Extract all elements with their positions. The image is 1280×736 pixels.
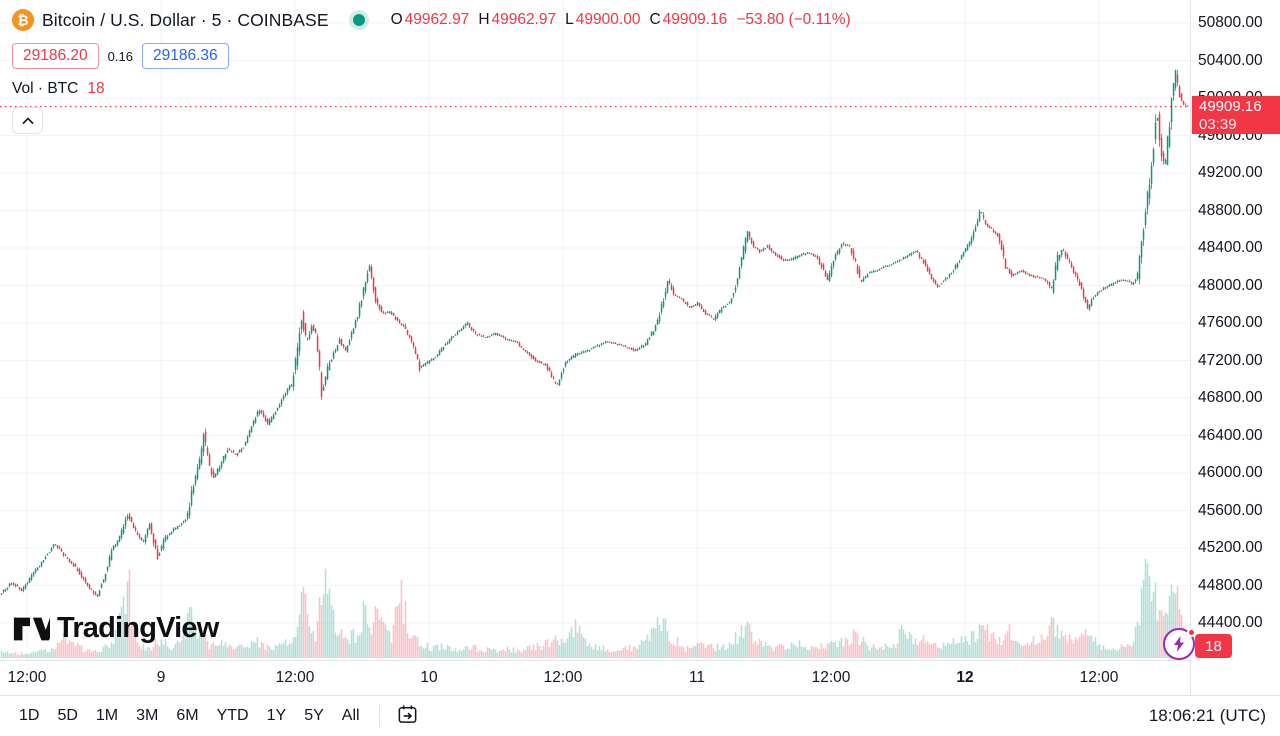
price-axis-label: 45600.00 bbox=[1198, 501, 1263, 519]
price-axis-label: 46000.00 bbox=[1198, 464, 1263, 481]
range-button-1m[interactable]: 1M bbox=[87, 702, 127, 730]
range-buttons: 1D 5D 1M 3M 6M YTD 1Y 5Y All bbox=[10, 702, 369, 730]
toolbar-divider bbox=[378, 705, 380, 727]
volume-study-label[interactable]: Vol · BTC bbox=[12, 80, 79, 97]
time-axis-label: 10 bbox=[420, 669, 438, 686]
calendar-goto-icon bbox=[398, 705, 416, 723]
bitcoin-icon: ₿ bbox=[12, 9, 34, 31]
go-to-date-button[interactable] bbox=[390, 700, 425, 732]
tradingview-logo-text: TradingView bbox=[57, 612, 219, 644]
time-axis-label: 12 bbox=[956, 669, 974, 686]
ohlc-value: 49962.97 bbox=[491, 11, 557, 28]
time-axis-label: 12:00 bbox=[543, 669, 583, 686]
price-axis-label: 48000.00 bbox=[1198, 276, 1263, 294]
spread-value: 0.16 bbox=[107, 48, 133, 64]
bottom-toolbar: 1D 5D 1M 3M 6M YTD 1Y 5Y All 18:06:21 (UTC) bbox=[0, 695, 1280, 736]
ohlc-letter: C bbox=[649, 11, 661, 28]
range-button-3m[interactable]: 3M bbox=[127, 702, 167, 730]
price-axis-label: 46400.00 bbox=[1198, 426, 1263, 444]
price-axis-label: 44800.00 bbox=[1198, 576, 1263, 594]
buy-ask-button[interactable]: 29186.36 bbox=[141, 43, 229, 69]
price-axis-label: 50400.00 bbox=[1198, 51, 1263, 69]
price-axis-label: 48400.00 bbox=[1198, 239, 1263, 256]
chart-pane[interactable]: TradingView bbox=[0, 0, 1190, 660]
time-axis-label: 12:00 bbox=[275, 669, 315, 686]
price-axis-label: 47600.00 bbox=[1198, 314, 1263, 331]
time-axis[interactable]: 12:00 9 12:00 10 12:00 11 12:00 12 12:00 bbox=[0, 660, 1280, 695]
ohlc-letter: L bbox=[565, 11, 574, 28]
price-axis-label: 47200.00 bbox=[1198, 351, 1263, 369]
symbol-title[interactable]: Bitcoin / U.S. Dollar · 5 · COINBASE bbox=[42, 9, 329, 30]
notification-dot-icon bbox=[1187, 628, 1196, 637]
time-axis-label: 12:00 bbox=[811, 669, 851, 686]
price-axis-label: 50800.00 bbox=[1198, 14, 1263, 31]
candlestick-volume-plot bbox=[0, 0, 1190, 660]
ohlc-letter: H bbox=[478, 11, 490, 28]
ohlc-value: 49962.97 bbox=[404, 11, 470, 28]
range-button-1d[interactable]: 1D bbox=[10, 702, 48, 730]
current-price-tag: 49909.16 03:39 bbox=[1192, 96, 1280, 134]
ohlc-value: 49900.00 bbox=[575, 11, 641, 28]
price-axis-label: 44400.00 bbox=[1198, 614, 1263, 631]
time-axis-label: 12:00 bbox=[7, 669, 47, 686]
volume-study-value: 18 bbox=[87, 80, 105, 97]
time-axis-label: 11 bbox=[688, 669, 706, 686]
realtime-data-button[interactable] bbox=[1163, 628, 1197, 662]
range-button-6m[interactable]: 6M bbox=[167, 702, 207, 730]
symbol-header: ₿ Bitcoin / U.S. Dollar · 5 · COINBASE O… bbox=[12, 7, 851, 134]
ohlc-values: O 49962.97 H 49962.97 L 49900.00 C 49909.16 −53.… bbox=[391, 11, 851, 29]
time-axis-label: 9 bbox=[156, 669, 166, 686]
range-button-1y[interactable]: 1Y bbox=[258, 702, 296, 730]
ohlc-value: 49909.16 bbox=[662, 11, 728, 28]
range-button-ytd[interactable]: YTD bbox=[208, 702, 258, 730]
collapse-panel-button[interactable] bbox=[12, 107, 43, 134]
bar-countdown: 03:39 bbox=[1199, 116, 1237, 133]
ohlc-letter: O bbox=[390, 11, 403, 28]
market-status-icon[interactable] bbox=[352, 14, 365, 26]
price-axis-label: 45200.00 bbox=[1198, 539, 1263, 556]
chevron-up-icon bbox=[21, 116, 34, 124]
range-button-all[interactable]: All bbox=[333, 702, 369, 730]
price-axis-label: 48800.00 bbox=[1198, 201, 1263, 219]
volume-axis-badge: 18 bbox=[1195, 634, 1232, 658]
tradingview-logo-icon bbox=[13, 617, 50, 640]
tradingview-logo[interactable]: TradingView bbox=[12, 612, 219, 645]
range-button-5y[interactable]: 5Y bbox=[295, 702, 333, 730]
price-axis-label: 46800.00 bbox=[1198, 389, 1263, 406]
range-button-5d[interactable]: 5D bbox=[48, 702, 86, 730]
price-axis[interactable]: 49909.16 03:39 18 50800.0050400.0050000.… bbox=[1190, 0, 1280, 694]
time-axis-label: 12:00 bbox=[1079, 669, 1119, 686]
current-price-value: 49909.16 bbox=[1199, 98, 1262, 115]
sell-bid-button[interactable]: 29186.20 bbox=[12, 43, 99, 69]
session-clock[interactable]: 18:06:21 (UTC) bbox=[1148, 706, 1266, 725]
change-value: −53.80 (−0.11%) bbox=[736, 11, 851, 28]
price-axis-label: 49200.00 bbox=[1198, 164, 1263, 181]
